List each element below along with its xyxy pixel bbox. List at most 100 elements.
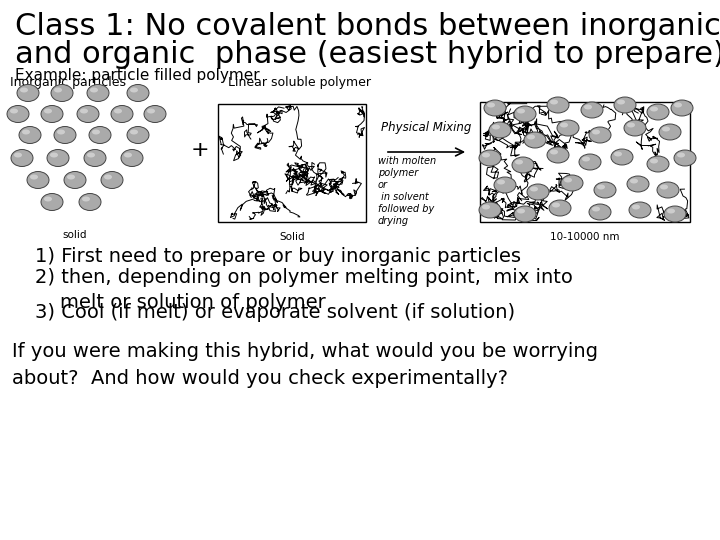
Ellipse shape <box>514 206 536 222</box>
Ellipse shape <box>489 122 511 138</box>
Ellipse shape <box>67 174 75 179</box>
Text: solid: solid <box>63 230 87 240</box>
Ellipse shape <box>611 149 633 165</box>
Ellipse shape <box>111 105 133 123</box>
Ellipse shape <box>494 177 516 193</box>
Ellipse shape <box>479 150 501 166</box>
Ellipse shape <box>124 152 132 158</box>
Ellipse shape <box>127 126 149 144</box>
Ellipse shape <box>662 126 670 132</box>
Ellipse shape <box>121 150 143 166</box>
Ellipse shape <box>557 120 579 136</box>
Ellipse shape <box>147 109 155 113</box>
Ellipse shape <box>7 105 29 123</box>
Ellipse shape <box>10 109 18 113</box>
Ellipse shape <box>144 105 166 123</box>
Ellipse shape <box>650 159 658 164</box>
Ellipse shape <box>127 84 149 102</box>
Ellipse shape <box>64 172 86 188</box>
Ellipse shape <box>104 174 112 179</box>
Ellipse shape <box>549 200 571 216</box>
Ellipse shape <box>92 130 100 134</box>
Text: Example: particle filled polymer: Example: particle filled polymer <box>15 68 260 83</box>
Ellipse shape <box>659 124 681 140</box>
Ellipse shape <box>627 176 649 192</box>
Ellipse shape <box>550 99 558 105</box>
Ellipse shape <box>514 106 536 122</box>
Ellipse shape <box>515 159 523 165</box>
Ellipse shape <box>492 125 500 130</box>
Ellipse shape <box>27 172 49 188</box>
Text: 2) then, depending on polymer melting point,  mix into
    melt or solution of p: 2) then, depending on polymer melting po… <box>35 268 573 312</box>
Ellipse shape <box>589 127 611 143</box>
Ellipse shape <box>627 123 635 127</box>
Ellipse shape <box>57 130 65 134</box>
Ellipse shape <box>87 152 95 158</box>
Ellipse shape <box>22 130 30 134</box>
Ellipse shape <box>484 100 506 116</box>
Ellipse shape <box>547 147 569 163</box>
Ellipse shape <box>482 205 490 210</box>
Ellipse shape <box>660 185 668 190</box>
Ellipse shape <box>30 174 38 179</box>
Ellipse shape <box>44 109 52 113</box>
Ellipse shape <box>629 202 651 218</box>
Ellipse shape <box>90 87 98 92</box>
Ellipse shape <box>17 84 39 102</box>
Text: and organic  phase (easiest hybrid to prepare): and organic phase (easiest hybrid to pre… <box>15 40 720 69</box>
Ellipse shape <box>84 150 106 166</box>
Ellipse shape <box>584 105 592 110</box>
Ellipse shape <box>114 109 122 113</box>
Ellipse shape <box>89 126 111 144</box>
Ellipse shape <box>582 157 590 161</box>
Ellipse shape <box>82 197 90 201</box>
Ellipse shape <box>487 103 495 107</box>
Ellipse shape <box>80 109 88 113</box>
Ellipse shape <box>79 193 101 211</box>
Ellipse shape <box>597 185 605 190</box>
Bar <box>218 104 366 222</box>
Ellipse shape <box>632 205 640 210</box>
Ellipse shape <box>497 179 505 185</box>
Text: Linear soluble polymer: Linear soluble polymer <box>228 76 371 89</box>
Ellipse shape <box>527 134 535 139</box>
Ellipse shape <box>101 172 123 188</box>
Ellipse shape <box>614 97 636 113</box>
Ellipse shape <box>512 157 534 173</box>
Text: with molten
polymer
or
 in solvent
followed by
drying: with molten polymer or in solvent follow… <box>378 156 436 226</box>
Ellipse shape <box>54 87 62 92</box>
Ellipse shape <box>47 150 69 166</box>
Ellipse shape <box>624 120 646 136</box>
Ellipse shape <box>674 103 682 107</box>
Ellipse shape <box>592 206 600 212</box>
Text: If you were making this hybrid, what would you be worrying
about?  And how would: If you were making this hybrid, what wou… <box>12 342 598 388</box>
Ellipse shape <box>50 152 58 158</box>
Ellipse shape <box>517 208 525 213</box>
Ellipse shape <box>667 208 675 213</box>
Ellipse shape <box>647 156 669 172</box>
Ellipse shape <box>51 84 73 102</box>
Ellipse shape <box>11 150 33 166</box>
Ellipse shape <box>547 97 569 113</box>
Ellipse shape <box>87 84 109 102</box>
Ellipse shape <box>530 186 538 192</box>
Ellipse shape <box>77 105 99 123</box>
Ellipse shape <box>592 130 600 134</box>
Text: Inorganic particles: Inorganic particles <box>10 76 126 89</box>
Ellipse shape <box>650 106 658 111</box>
Text: Solid: Solid <box>279 232 305 242</box>
Text: 10-10000 nm: 10-10000 nm <box>550 232 620 242</box>
Ellipse shape <box>54 126 76 144</box>
Ellipse shape <box>517 109 525 113</box>
Ellipse shape <box>677 152 685 158</box>
Ellipse shape <box>524 132 546 148</box>
Ellipse shape <box>479 202 501 218</box>
Text: +: + <box>191 140 210 160</box>
Ellipse shape <box>552 202 560 207</box>
Ellipse shape <box>564 178 572 183</box>
Ellipse shape <box>19 126 41 144</box>
Text: Class 1: No covalent bonds between inorganic: Class 1: No covalent bonds between inorg… <box>15 12 720 41</box>
Ellipse shape <box>482 152 490 158</box>
Ellipse shape <box>560 123 568 127</box>
Ellipse shape <box>589 204 611 220</box>
